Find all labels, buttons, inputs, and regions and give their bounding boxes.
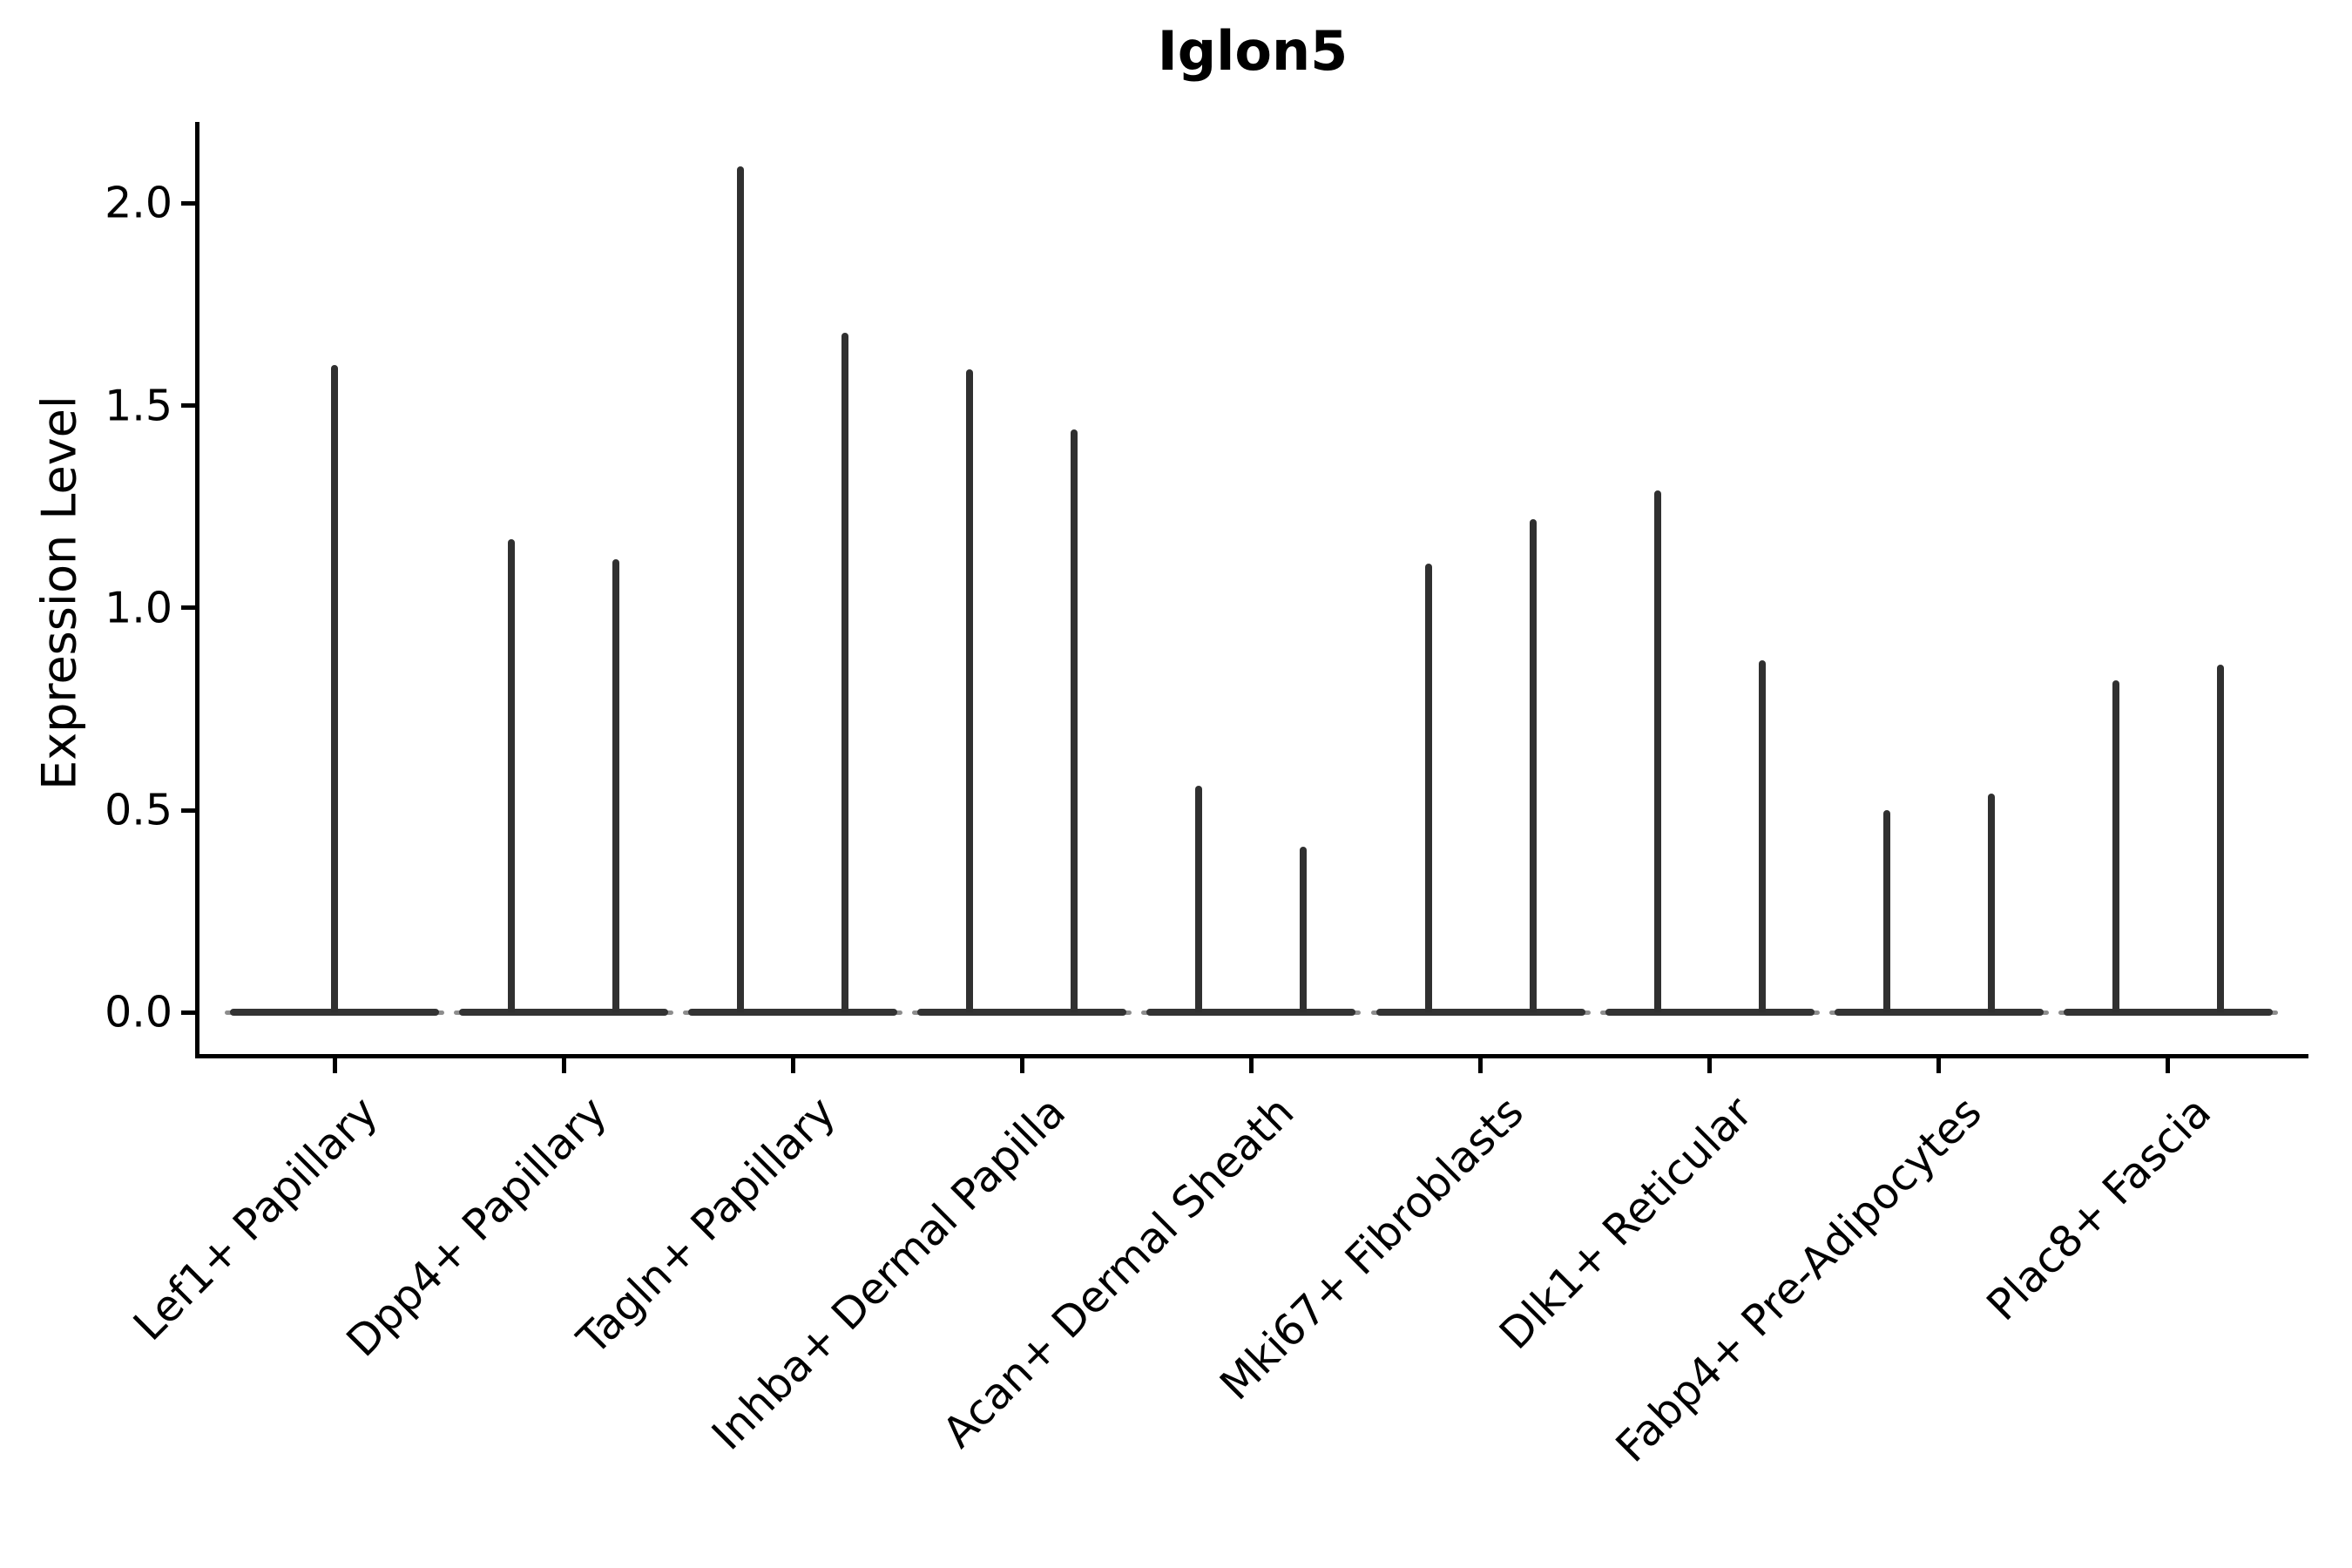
violin-body (1605, 1009, 1815, 1017)
y-tick-mark (181, 403, 196, 409)
violin-tail (1758, 660, 1766, 1013)
x-tick-mark (332, 1058, 337, 1073)
x-tick-mark (1019, 1058, 1024, 1073)
violin-tail (1071, 429, 1078, 1013)
x-tick-label: Dlk1+ Reticular (1490, 1087, 1762, 1359)
violin-tail (1653, 490, 1661, 1013)
y-tick-label: 0.5 (105, 785, 172, 835)
violin-body (1834, 1009, 2044, 1017)
violin-tail (331, 365, 338, 1013)
violin-tail (612, 559, 620, 1013)
violin-body (459, 1009, 669, 1017)
y-tick-mark (181, 1010, 196, 1015)
violin-body (688, 1009, 898, 1017)
x-tick-mark (2166, 1058, 2171, 1073)
violin-tail (1987, 794, 1995, 1013)
violin-body (917, 1009, 1127, 1017)
x-tick-label: Plac8+ Fascia (1977, 1087, 2221, 1331)
violin-body (1146, 1009, 1356, 1017)
violin-tail (737, 166, 745, 1013)
x-tick-mark (1478, 1058, 1483, 1073)
violin-tail (1195, 786, 1203, 1013)
y-tick-label: 0.0 (105, 987, 172, 1037)
violin-tail (1424, 563, 1432, 1013)
x-tick-mark (1248, 1058, 1254, 1073)
x-tick-mark (790, 1058, 795, 1073)
violin-tail (508, 538, 516, 1013)
y-tick-label: 1.0 (105, 583, 172, 633)
violin-tail (2112, 680, 2119, 1013)
y-axis-spine (195, 122, 199, 1058)
y-tick-mark (181, 605, 196, 611)
violin-tail (1300, 846, 1308, 1013)
violin-tail (2216, 664, 2224, 1013)
violin-body (1375, 1009, 1585, 1017)
x-tick-mark (1707, 1058, 1713, 1073)
x-tick-label: Fabp4+ Pre-Adipocytes (1606, 1087, 1992, 1472)
violin-body (230, 1009, 439, 1017)
chart-title: Iglon5 (1157, 19, 1348, 83)
violin-tail (966, 368, 974, 1013)
y-tick-mark (181, 200, 196, 206)
violin-tail (1882, 810, 1890, 1013)
x-axis-spine (195, 1054, 2308, 1058)
y-tick-mark (181, 808, 196, 813)
violin-tail (841, 332, 849, 1013)
y-tick-label: 2.0 (105, 178, 172, 228)
x-tick-mark (561, 1058, 566, 1073)
x-tick-label: Lef1+ Papillary (124, 1087, 388, 1351)
violin-body (2063, 1009, 2273, 1017)
violin-tail (1529, 518, 1537, 1013)
x-tick-mark (1936, 1058, 1942, 1073)
y-tick-label: 1.5 (105, 381, 172, 431)
